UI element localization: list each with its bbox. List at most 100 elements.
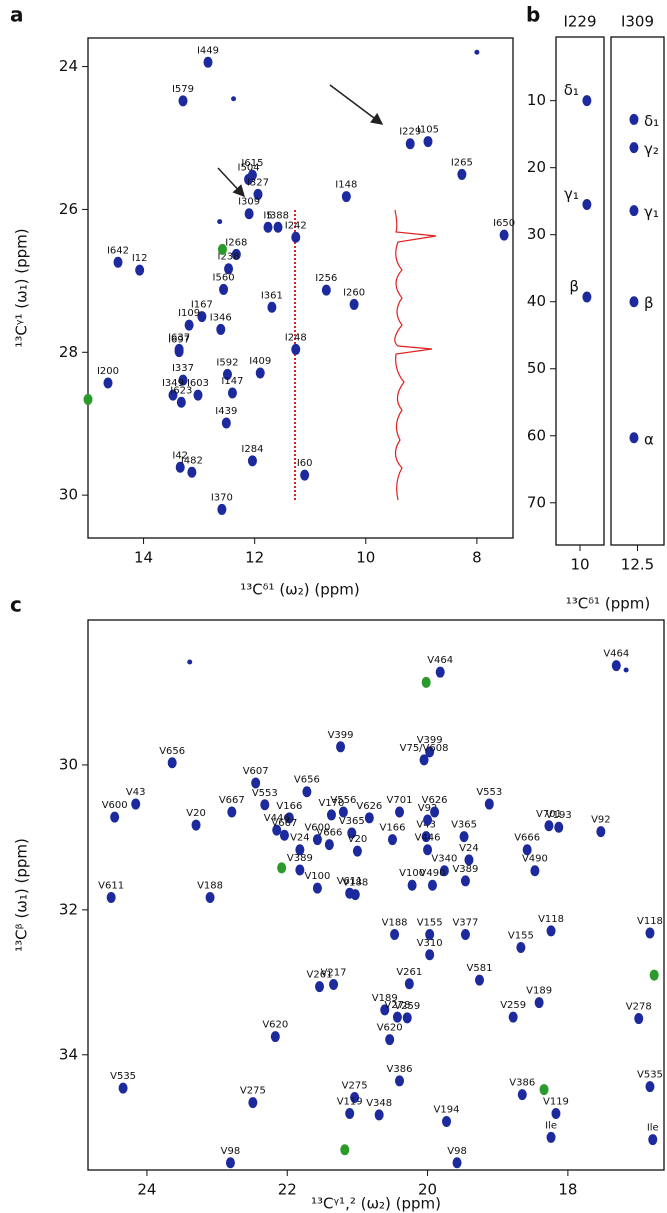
x-axis-label: ¹³Cᵟ¹ (ppm)	[566, 595, 650, 613]
x-axis-label: ¹³Cᵟ¹ (ω₂) (ppm)	[240, 581, 359, 599]
peak	[464, 854, 474, 866]
peak-label: V377	[452, 917, 478, 928]
peak-label: I592	[216, 357, 238, 368]
peak	[425, 746, 435, 758]
peak-label: I12	[132, 253, 148, 264]
peak	[219, 283, 229, 295]
peak-label: V399	[417, 735, 443, 746]
peak-label: I482	[181, 455, 203, 466]
peak-label: V189	[372, 993, 398, 1004]
peak-label: Ile	[647, 1123, 659, 1134]
peak-label: V75/V608	[400, 743, 449, 754]
peak-label: V600	[102, 800, 128, 811]
peak	[629, 296, 639, 308]
peak-label: V490	[522, 854, 548, 865]
peak	[184, 319, 194, 331]
peak	[460, 875, 470, 887]
peak-label: V666	[316, 828, 342, 839]
peak-label: V188	[382, 917, 408, 928]
peak	[645, 927, 655, 939]
peak	[248, 1097, 258, 1109]
peak-label: V667	[271, 818, 297, 829]
y-axis-label: ¹³Cᵝ (ω₁) (ppm)	[13, 838, 31, 952]
peak	[392, 1011, 402, 1023]
peak	[106, 892, 116, 904]
peak-label: I449	[197, 45, 219, 56]
peak-label: V188	[197, 881, 223, 892]
slice-trace	[394, 209, 437, 501]
peak	[227, 806, 237, 818]
peak-label: V389	[287, 853, 313, 864]
peak-label: I642	[107, 245, 129, 256]
peak	[425, 949, 435, 961]
peak	[277, 862, 287, 874]
subplot-title: I309	[621, 13, 654, 31]
peak	[222, 368, 232, 380]
peak-label: V386	[387, 1064, 413, 1075]
peak	[231, 248, 241, 260]
y-tick-label: 24	[59, 57, 78, 75]
peak-label: V43	[126, 787, 146, 798]
peak	[270, 1031, 280, 1043]
peak	[460, 928, 470, 940]
peak	[474, 49, 480, 55]
peak	[225, 1157, 235, 1169]
peak-label: I370	[211, 492, 233, 503]
peak	[103, 377, 113, 389]
peak-label: I238	[218, 252, 240, 263]
plot-frame	[555, 36, 605, 546]
peak	[321, 284, 331, 296]
peak-label: V92	[418, 803, 438, 814]
peak-label: I337	[172, 363, 194, 374]
peak-label: V490	[420, 868, 446, 879]
peak	[217, 219, 223, 225]
peak-label: I637	[168, 332, 190, 343]
peak-label: V261	[307, 970, 333, 981]
peak-label: I623	[170, 385, 192, 396]
peak	[217, 243, 227, 255]
peak	[300, 469, 310, 481]
peak-label: I167	[191, 300, 213, 311]
peak-label: I260	[343, 287, 365, 298]
peak	[231, 96, 237, 102]
peak-label: V155	[508, 931, 534, 942]
peak-label: I327	[247, 177, 269, 188]
peak	[205, 892, 215, 904]
peak-label: I60	[297, 458, 313, 469]
peak-label: I42	[172, 450, 188, 461]
peak	[522, 844, 532, 856]
x-tick-label: 14	[134, 549, 153, 567]
peak-label: I148	[335, 180, 357, 191]
peak-label: β	[569, 278, 579, 296]
peak-label: V170	[318, 798, 344, 809]
peak-label: Ile	[545, 1120, 557, 1131]
peak	[175, 461, 185, 473]
x-tick-label: 8	[472, 549, 482, 567]
peak	[534, 997, 544, 1009]
peak	[167, 757, 177, 769]
peak	[131, 798, 141, 810]
peak	[623, 667, 629, 673]
peak	[421, 831, 431, 843]
peak	[430, 806, 440, 818]
panel-letter: b	[526, 3, 540, 27]
peak	[329, 978, 339, 990]
peak	[419, 754, 429, 766]
peak	[253, 188, 263, 200]
peak-label: I439	[215, 406, 237, 417]
peak	[191, 819, 201, 831]
peak	[244, 208, 254, 220]
peak	[187, 466, 197, 478]
peak-label: I349	[162, 378, 184, 389]
peak-label: I388	[267, 210, 289, 221]
peak-label: δ₁	[644, 112, 659, 130]
peak	[187, 659, 193, 665]
peak-label: V259	[500, 1000, 526, 1011]
peak	[402, 1012, 412, 1024]
peak	[178, 374, 188, 386]
peak-label: V275	[240, 1086, 266, 1097]
peak-label: γ₁	[564, 185, 579, 203]
peak-label: I346	[210, 312, 232, 323]
peak	[395, 1075, 405, 1087]
x-tick-label: 10	[356, 549, 375, 567]
